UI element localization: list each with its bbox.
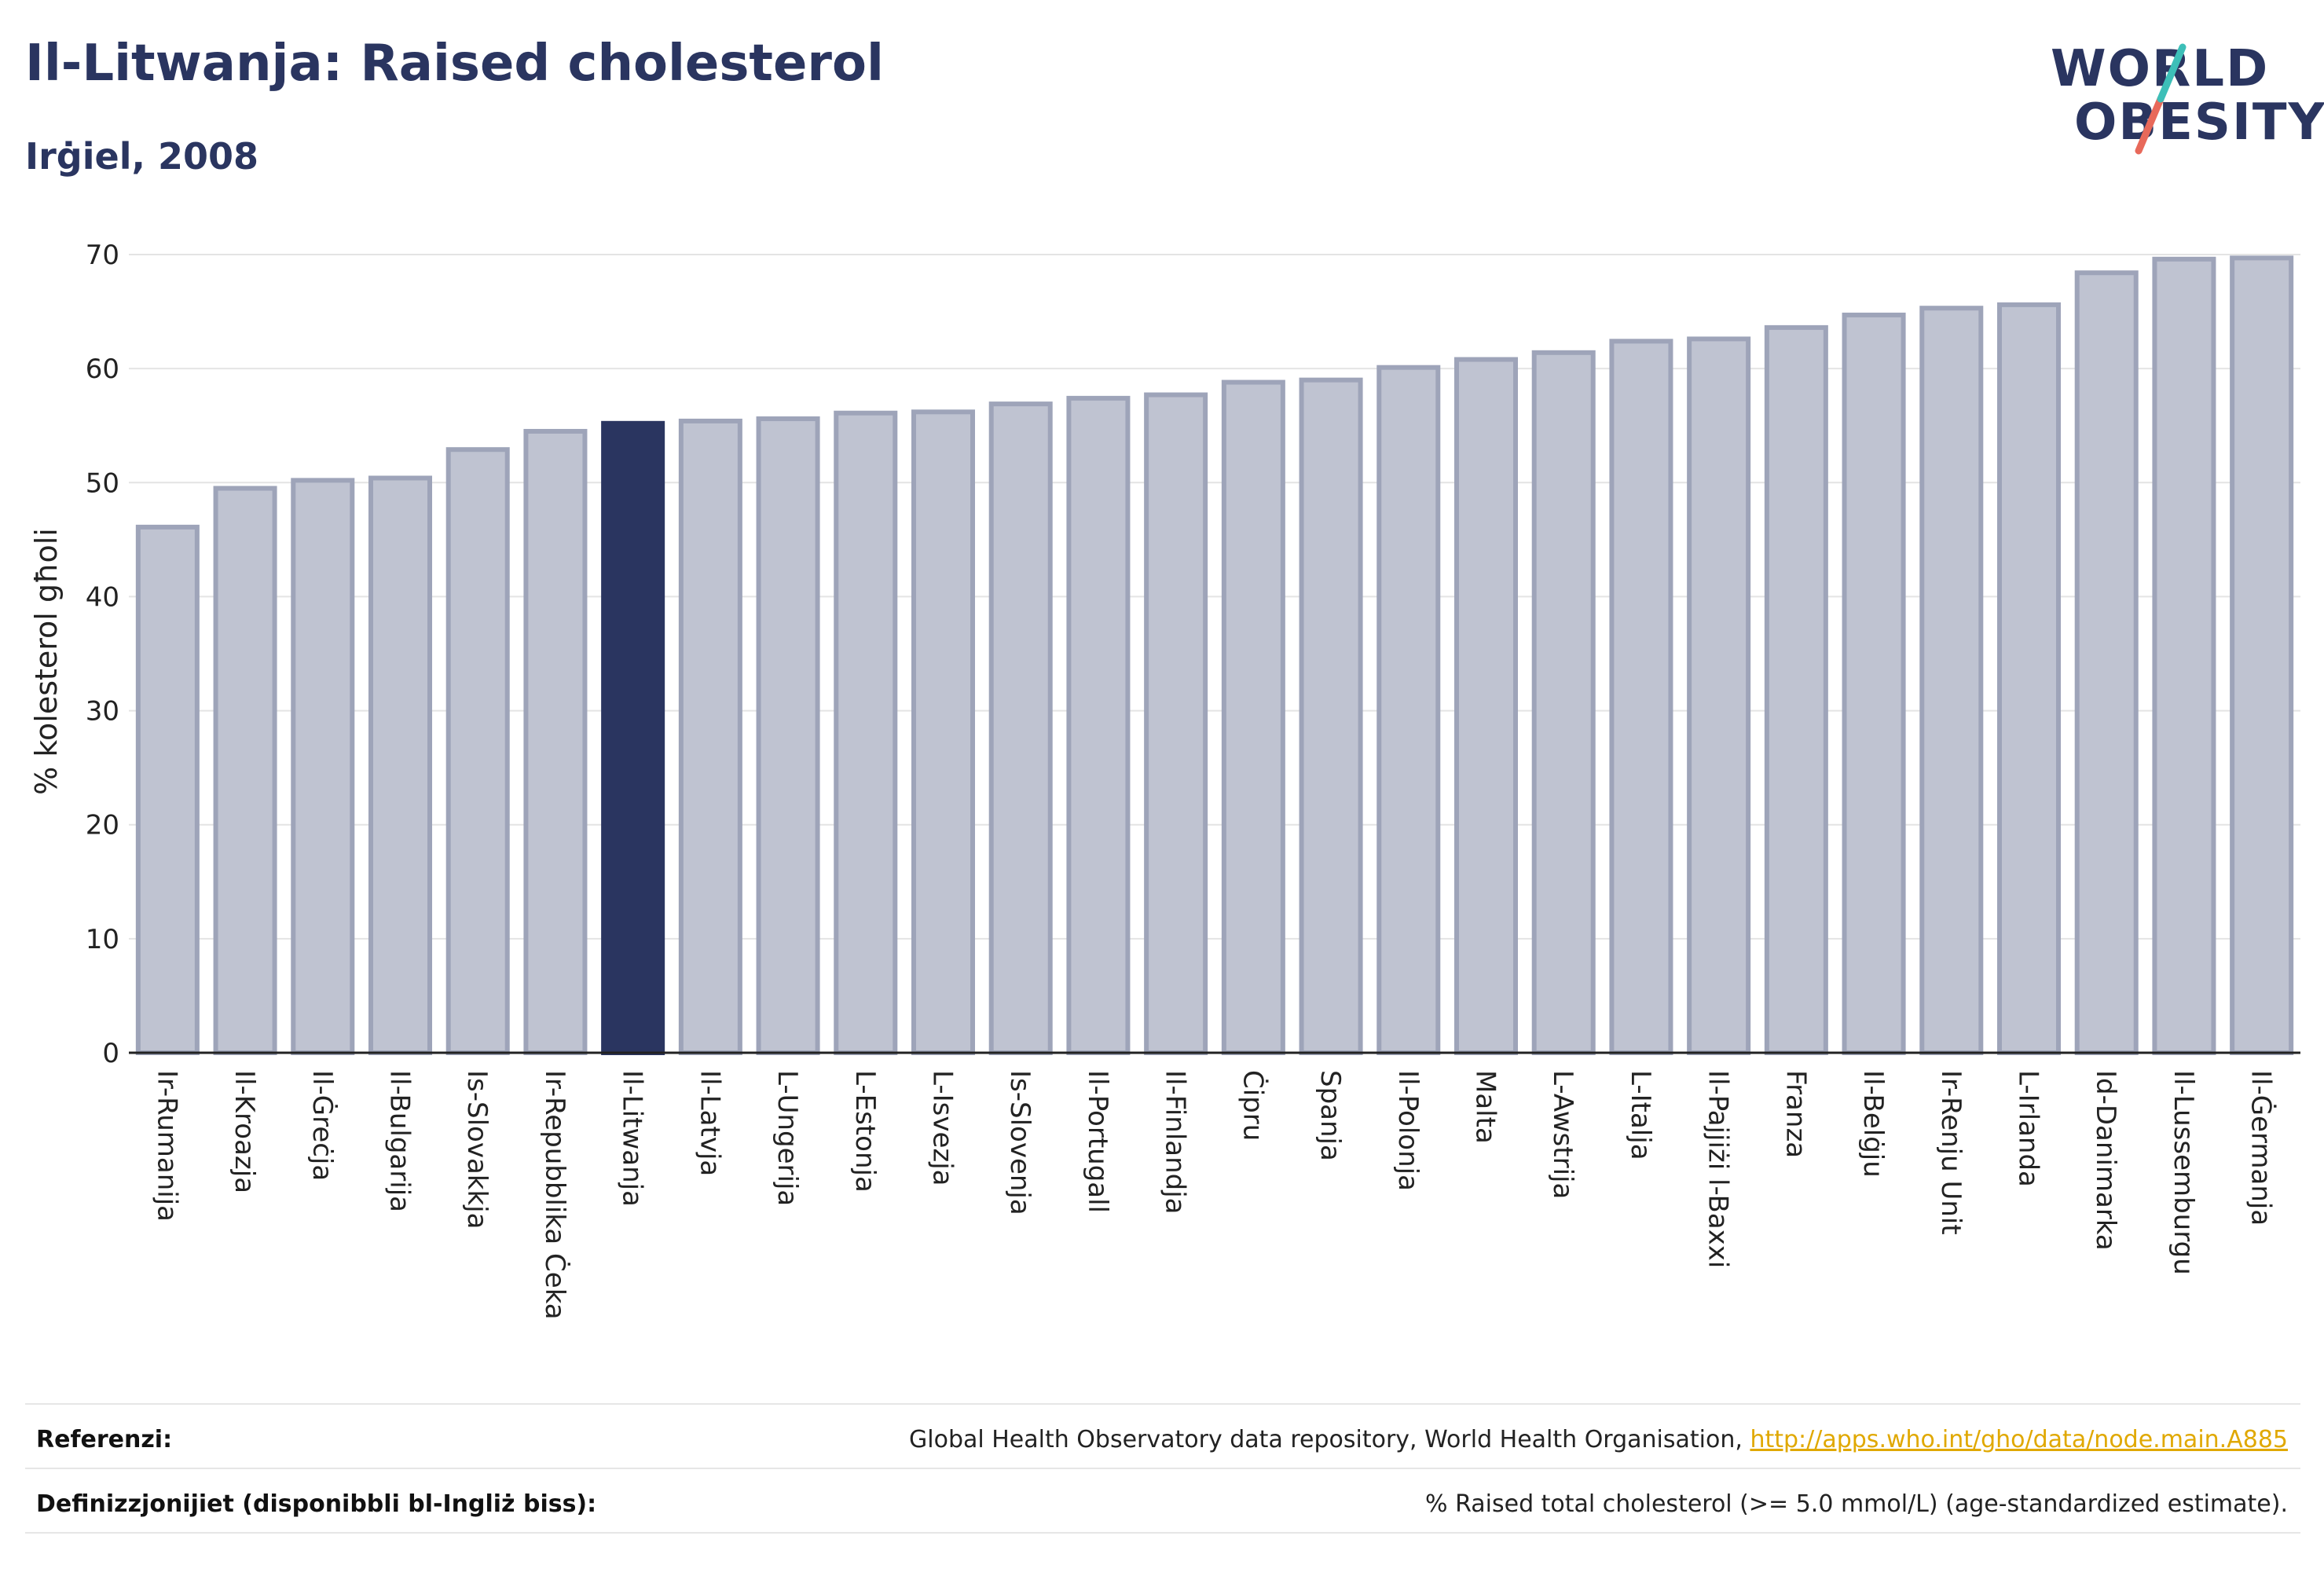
bar <box>213 486 277 1055</box>
bar <box>1066 395 1131 1055</box>
x-tick-label: L-Estonja <box>849 1070 881 1193</box>
bar <box>678 418 742 1055</box>
x-tick-label: Il-Portugall <box>1082 1070 1113 1213</box>
logo-line-1: WORLD <box>2051 40 2270 98</box>
y-tick-label: 60 <box>86 354 119 385</box>
bar-chart: 0 10 20 30 40 50 60 70 Ir-Rumanija Il-Kroazja Il-… <box>29 240 2300 1320</box>
x-tick-label: Il-Lussemburgu <box>2168 1070 2199 1275</box>
definitions-value: % Raised total cholesterol (>= 5.0 mmol/… <box>1425 1490 2288 1518</box>
x-tick-label: Is-Slovenja <box>1004 1070 1036 1215</box>
bar <box>988 401 1053 1055</box>
bar <box>135 524 200 1055</box>
x-tick-label: Ir-Rumanija <box>151 1070 182 1222</box>
references-text: Global Health Observatory data repositor… <box>909 1426 1750 1453</box>
definitions-label: Definizzjonijiet (disponibbli bl-Ingliż … <box>36 1490 597 1518</box>
bar <box>2074 270 2139 1056</box>
y-tick-label: 0 <box>102 1038 119 1069</box>
bar <box>1376 365 1441 1056</box>
x-tick-label: Spanja <box>1314 1070 1346 1161</box>
world-obesity-logo: WORLD OBESITY <box>2051 33 2324 167</box>
bar <box>523 428 588 1055</box>
y-tick-label: 40 <box>86 581 119 613</box>
bar <box>1687 336 1751 1055</box>
x-tick-label: Il-Belġju <box>1857 1070 1889 1178</box>
x-tick-label: Il-Kroazja <box>229 1070 260 1193</box>
references-label: Referenzi: <box>36 1426 173 1453</box>
x-tick-label: Ir-Renju Unit <box>1935 1070 1967 1235</box>
y-axis-label: % kolesterol għoli <box>29 528 64 795</box>
x-tick-label: L-Irlanda <box>2013 1070 2044 1187</box>
bar <box>1764 324 1828 1055</box>
y-axis-ticks: 0 10 20 30 40 50 60 70 <box>86 240 119 1069</box>
bar <box>1453 357 1519 1055</box>
x-tick-label: Il-Ġreċja <box>306 1070 339 1181</box>
x-tick-label: Il-Polonja <box>1392 1070 1424 1191</box>
logo-line-2: OBESITY <box>2074 93 2324 152</box>
bar <box>756 416 820 1055</box>
chart-subtitle: Irġiel, 2008 <box>25 135 258 178</box>
references-value: Global Health Observatory data repositor… <box>909 1426 2288 1453</box>
bar <box>1531 350 1596 1055</box>
x-tick-label: Il-Bulgarija <box>384 1070 416 1212</box>
x-tick-label: Il-Pajjiżi l-Baxxi <box>1703 1070 1734 1268</box>
y-tick-label: 30 <box>86 696 119 728</box>
bar <box>1842 312 1906 1055</box>
bar <box>445 447 510 1055</box>
references-link[interactable]: http://apps.who.int/gho/data/node.main.A… <box>1750 1426 2288 1453</box>
chart-title: Il-Litwanja: Raised cholesterol <box>25 35 884 93</box>
bar <box>1919 306 1984 1055</box>
x-tick-label: Il-Ġermanja <box>2245 1070 2278 1226</box>
bar <box>1996 302 2062 1055</box>
footer-divider <box>25 1468 2300 1469</box>
x-tick-label: Id-Danimarka <box>2090 1070 2121 1251</box>
x-tick-label: Il-Finlandja <box>1160 1070 1191 1215</box>
x-tick-label: L-Isvezja <box>927 1070 959 1186</box>
bar-highlighted <box>601 420 665 1055</box>
x-tick-label: Ċipru <box>1237 1070 1269 1141</box>
bar <box>1299 377 1363 1055</box>
x-tick-label: Il-Latvja <box>694 1070 725 1176</box>
y-tick-label: 50 <box>86 467 119 499</box>
footer-divider <box>25 1403 2300 1405</box>
bar <box>1144 392 1208 1056</box>
x-tick-label: Franza <box>1780 1070 1811 1158</box>
x-tick-label: Il-Litwanja <box>617 1070 648 1207</box>
x-tick-label: L-Awstrija <box>1547 1070 1578 1199</box>
x-tick-label: L-Italja <box>1625 1070 1656 1160</box>
x-tick-label: Is-Slovakkja <box>461 1070 493 1229</box>
x-tick-label: L-Ungerija <box>772 1070 803 1206</box>
x-tick-label: Malta <box>1470 1070 1501 1144</box>
bar <box>368 475 433 1055</box>
y-tick-label: 70 <box>86 240 119 271</box>
bar <box>834 410 898 1055</box>
x-tick-label: Ir-Repubblika Ċeka <box>539 1070 571 1320</box>
y-tick-label: 20 <box>86 810 119 841</box>
bar <box>2230 255 2294 1055</box>
footer-divider <box>25 1532 2300 1534</box>
bar <box>291 478 355 1055</box>
bar <box>1221 379 1285 1055</box>
bar <box>1609 339 1673 1055</box>
y-tick-label: 10 <box>86 924 119 955</box>
logo-slash-icon <box>2135 43 2187 155</box>
x-axis-ticks: Ir-Rumanija Il-Kroazja Il-Ġreċja Il-Bulgari… <box>151 1070 2277 1320</box>
chart-bars <box>135 255 2294 1056</box>
bar <box>2152 256 2216 1055</box>
bar <box>911 409 976 1055</box>
